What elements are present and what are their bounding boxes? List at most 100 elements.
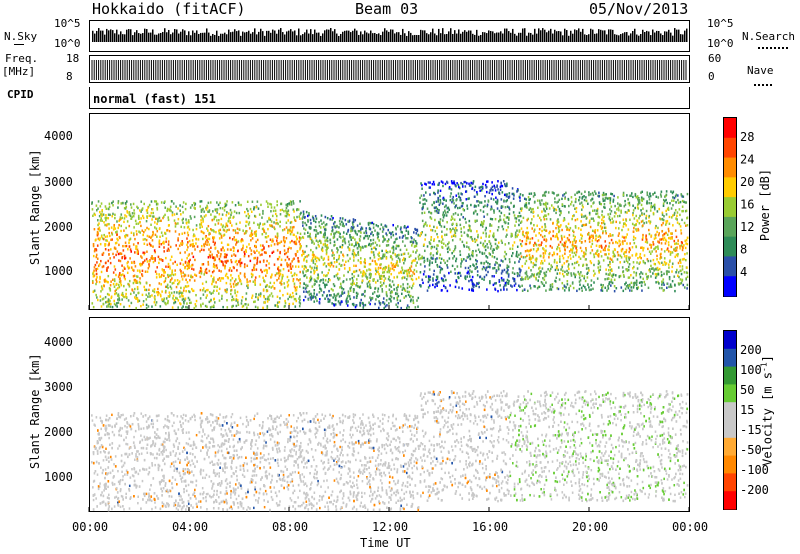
power-cell (132, 275, 135, 278)
power-cell (622, 270, 625, 273)
power-cell (125, 226, 127, 230)
power-cell (205, 234, 207, 238)
power-cell (640, 209, 642, 212)
power-cell (525, 259, 528, 263)
power-cell (653, 208, 656, 211)
power-cell (259, 292, 262, 295)
power-cell (152, 289, 154, 292)
power-cell (237, 201, 240, 204)
power-cell (423, 211, 426, 214)
power-cell (231, 276, 234, 280)
power-cell (256, 258, 259, 262)
power-cell (465, 198, 468, 201)
power-cell (486, 205, 489, 208)
power-cell (674, 229, 677, 232)
power-cell (373, 246, 375, 250)
power-cell (453, 218, 456, 221)
power-cell (555, 276, 558, 280)
power-cell (345, 278, 348, 281)
power-cell (445, 233, 448, 236)
power-cell (572, 204, 575, 207)
power-cell (463, 245, 466, 248)
power-cell (506, 278, 509, 282)
power-cell (645, 221, 648, 224)
power-cell (503, 284, 506, 287)
power-cell (670, 216, 673, 219)
nsky-bar (568, 35, 570, 42)
power-cell (123, 295, 125, 299)
power-cell (391, 246, 393, 250)
power-cell (396, 292, 399, 296)
power-cell (245, 229, 248, 233)
power-cell (448, 257, 451, 260)
power-cell (663, 232, 666, 236)
power-cell (171, 269, 174, 272)
power-cell (628, 263, 631, 266)
nave-tick-high: 60 (708, 52, 722, 65)
nsky-bar (330, 28, 332, 42)
power-cell (461, 260, 463, 263)
power-cell (561, 197, 563, 201)
power-cell (409, 254, 412, 257)
power-cell (421, 278, 424, 282)
power-cell (212, 256, 214, 260)
power-cell (227, 259, 229, 263)
power-cell (529, 284, 531, 287)
power-cell (222, 305, 224, 309)
power-cell (541, 225, 543, 229)
power-cell (674, 255, 677, 259)
power-cell (210, 246, 212, 249)
power-cell (268, 285, 271, 288)
power-cell (184, 297, 187, 300)
power-cell (395, 244, 398, 247)
power-cell (287, 283, 290, 287)
velocity-colorbar-block (724, 420, 736, 439)
power-cell (419, 283, 421, 287)
power-cell (662, 202, 665, 205)
power-cell (657, 268, 659, 272)
power-cell (590, 245, 592, 248)
power-cell (528, 256, 531, 259)
power-cell (669, 253, 672, 256)
power-cell (101, 210, 103, 213)
power-cell (243, 252, 246, 256)
power-cell (375, 248, 377, 251)
power-cell (634, 192, 637, 196)
power-cell (407, 252, 410, 255)
power-cell (434, 260, 437, 264)
power-cell (464, 217, 467, 221)
power-cell (579, 283, 581, 286)
power-cell (104, 223, 106, 227)
power-cell (587, 283, 589, 286)
power-cell (142, 261, 144, 264)
power-cell (662, 263, 664, 266)
power-cell (662, 204, 665, 208)
power-cell (312, 216, 315, 220)
power-cell (628, 276, 631, 279)
power-cell (381, 255, 384, 258)
power-cell (246, 200, 249, 203)
nsky-bar (234, 29, 236, 42)
power-cell (105, 300, 108, 304)
power-cell (506, 264, 509, 267)
power-cell (315, 259, 318, 263)
power-cell (405, 229, 408, 232)
power-cell (253, 206, 255, 209)
nsky-bar (444, 34, 446, 42)
power-cell (554, 235, 557, 238)
power-cell (111, 215, 114, 218)
power-cell (353, 264, 355, 268)
power-cell (475, 205, 477, 208)
power-cell (448, 271, 450, 275)
power-cell (561, 243, 564, 246)
power-cell (390, 285, 393, 288)
power-cell (166, 207, 169, 211)
power-cell (237, 303, 240, 307)
nsky-bar (486, 33, 488, 42)
power-cell (97, 207, 99, 210)
power-cell (333, 275, 336, 278)
power-cell (299, 217, 301, 220)
power-cell (616, 202, 619, 205)
nsky-bar (222, 33, 224, 42)
power-cell (639, 276, 642, 279)
